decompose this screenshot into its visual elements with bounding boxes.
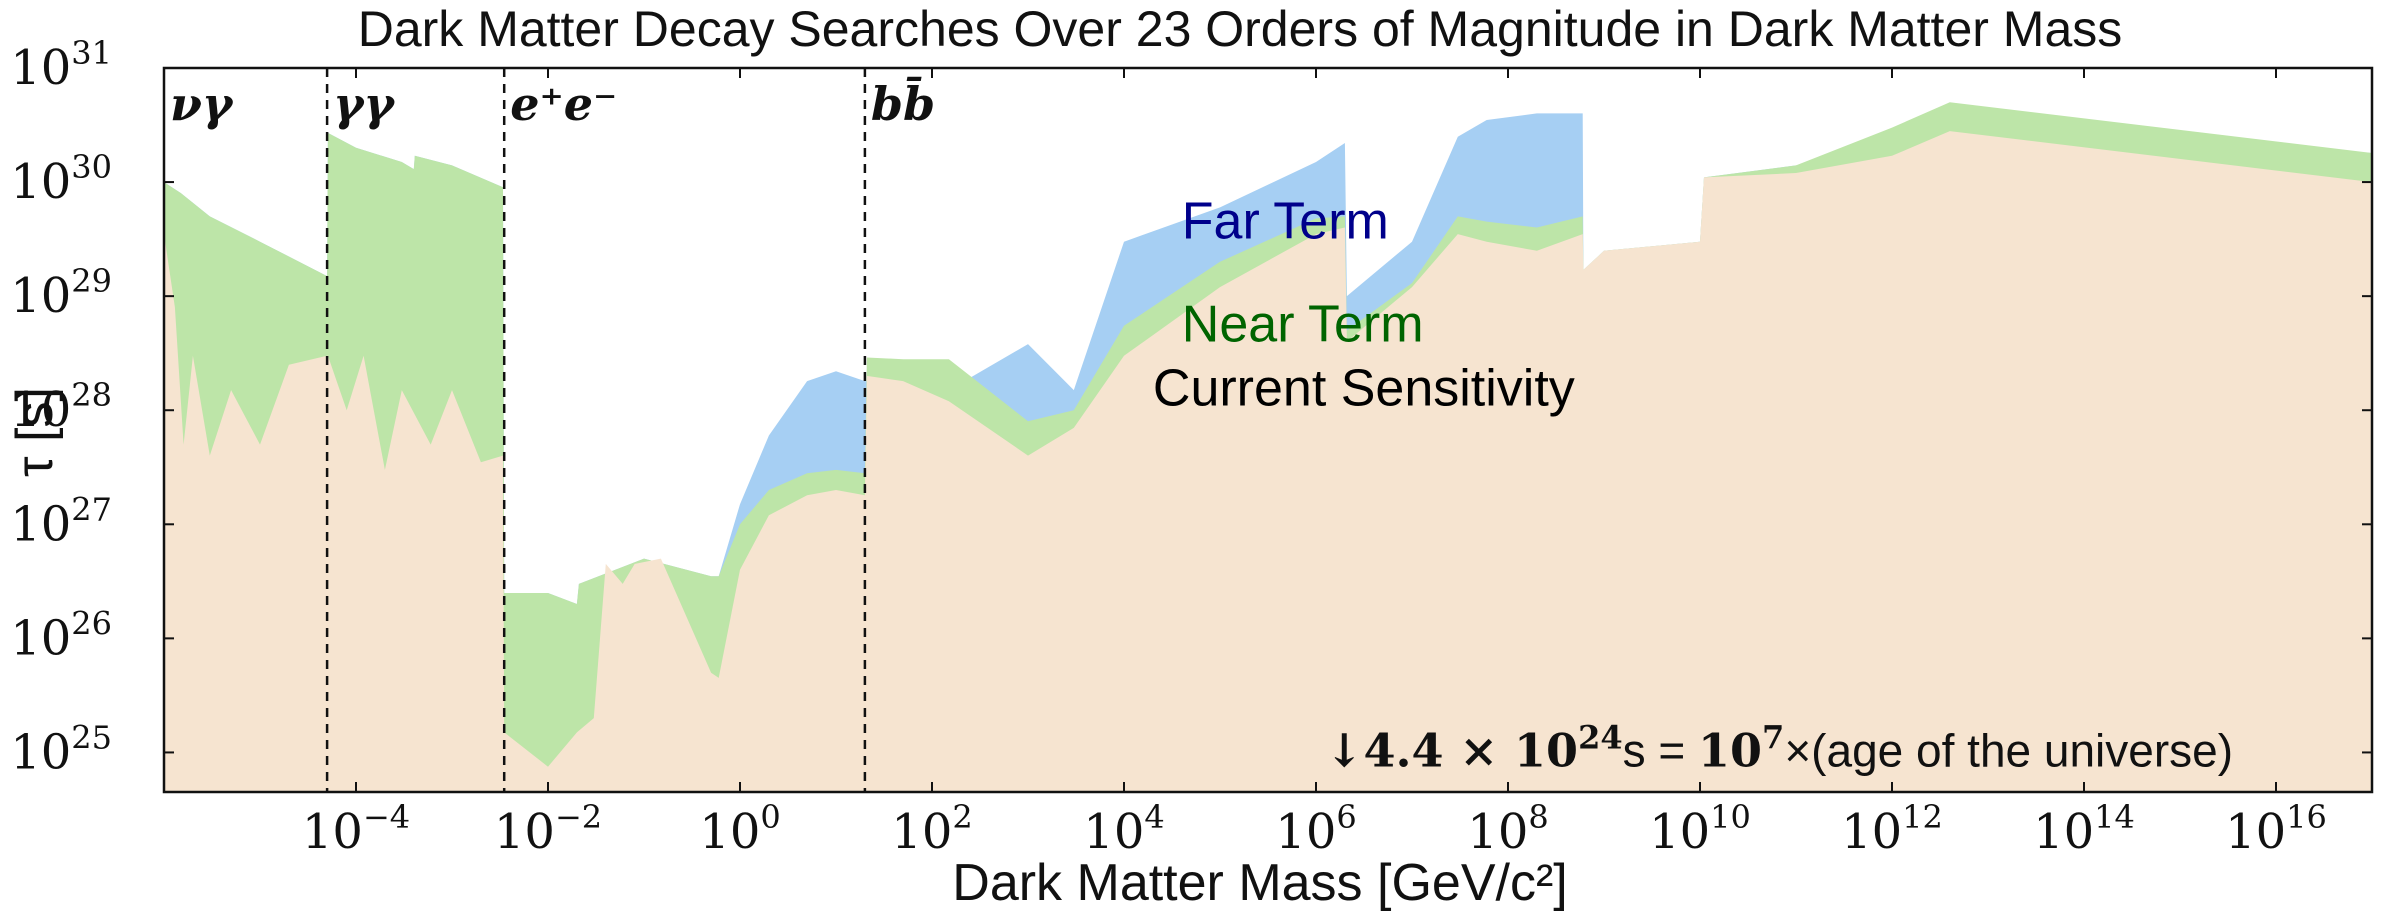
region-label: Current Sensitivity bbox=[1153, 359, 1575, 417]
x-axis-label: Dark Matter Mass [GeV/c²] bbox=[952, 854, 1567, 912]
y-tick-label: 1031 bbox=[10, 34, 112, 96]
y-tick-label: 1027 bbox=[10, 490, 112, 552]
channel-label: bb̄ bbox=[871, 76, 935, 131]
x-tick-label: 10−4 bbox=[302, 798, 410, 860]
y-tick-label: 1028 bbox=[10, 376, 112, 438]
x-tick-label: 100 bbox=[699, 798, 780, 860]
y-tick-label: 1030 bbox=[10, 148, 112, 210]
x-axis-ticks: 10−4 10−2 100 102 104 106 108 1010 1012 1014 1016 bbox=[302, 68, 2327, 860]
plot-area: 10−4 10−2 100 102 104 106 108 1010 1012 1014 1016 … bbox=[10, 34, 2374, 860]
y-axis-label: τ [s] bbox=[6, 387, 64, 477]
channel-boundary-group bbox=[325, 68, 867, 792]
age-annotation: ↓4.4 × 1024s = 107×(age of the universe) bbox=[1325, 718, 2233, 777]
x-tick-label: 1010 bbox=[1649, 798, 1751, 860]
y-tick-label: 1026 bbox=[10, 604, 112, 666]
region-label: Far Term bbox=[1182, 193, 1389, 251]
x-tick-label: 1012 bbox=[1841, 798, 1943, 860]
x-tick-label: 1014 bbox=[2033, 798, 2135, 860]
x-tick-label: 106 bbox=[1275, 798, 1356, 860]
x-tick-label: 104 bbox=[1083, 798, 1164, 860]
x-tick-label: 10−2 bbox=[494, 798, 602, 860]
x-tick-label: 102 bbox=[891, 798, 972, 860]
x-tick-label: 108 bbox=[1467, 798, 1548, 860]
age-annotation-text: ↓4.4 × 1024s = 107×(age of the universe) bbox=[1325, 718, 2233, 777]
y-tick-label: 1029 bbox=[10, 262, 112, 324]
plot-frame bbox=[162, 66, 2374, 794]
area-current-sensitivity bbox=[164, 131, 2372, 792]
channel-labels: νγ γγ e⁺e⁻ bb̄ bbox=[170, 76, 935, 131]
area-series-group bbox=[164, 102, 2372, 792]
y-axis-ticks: 1025 1026 1027 1028 1029 1030 1031 bbox=[10, 34, 2372, 780]
channel-label: e⁺e⁻ bbox=[510, 77, 617, 131]
region-label: Near Term bbox=[1182, 296, 1424, 354]
channel-label: γγ bbox=[333, 77, 396, 131]
channel-label: νγ bbox=[170, 77, 235, 131]
x-tick-label: 1016 bbox=[2225, 798, 2327, 860]
y-tick-label: 1025 bbox=[10, 718, 112, 780]
chart-title: Dark Matter Decay Searches Over 23 Order… bbox=[358, 1, 2123, 57]
